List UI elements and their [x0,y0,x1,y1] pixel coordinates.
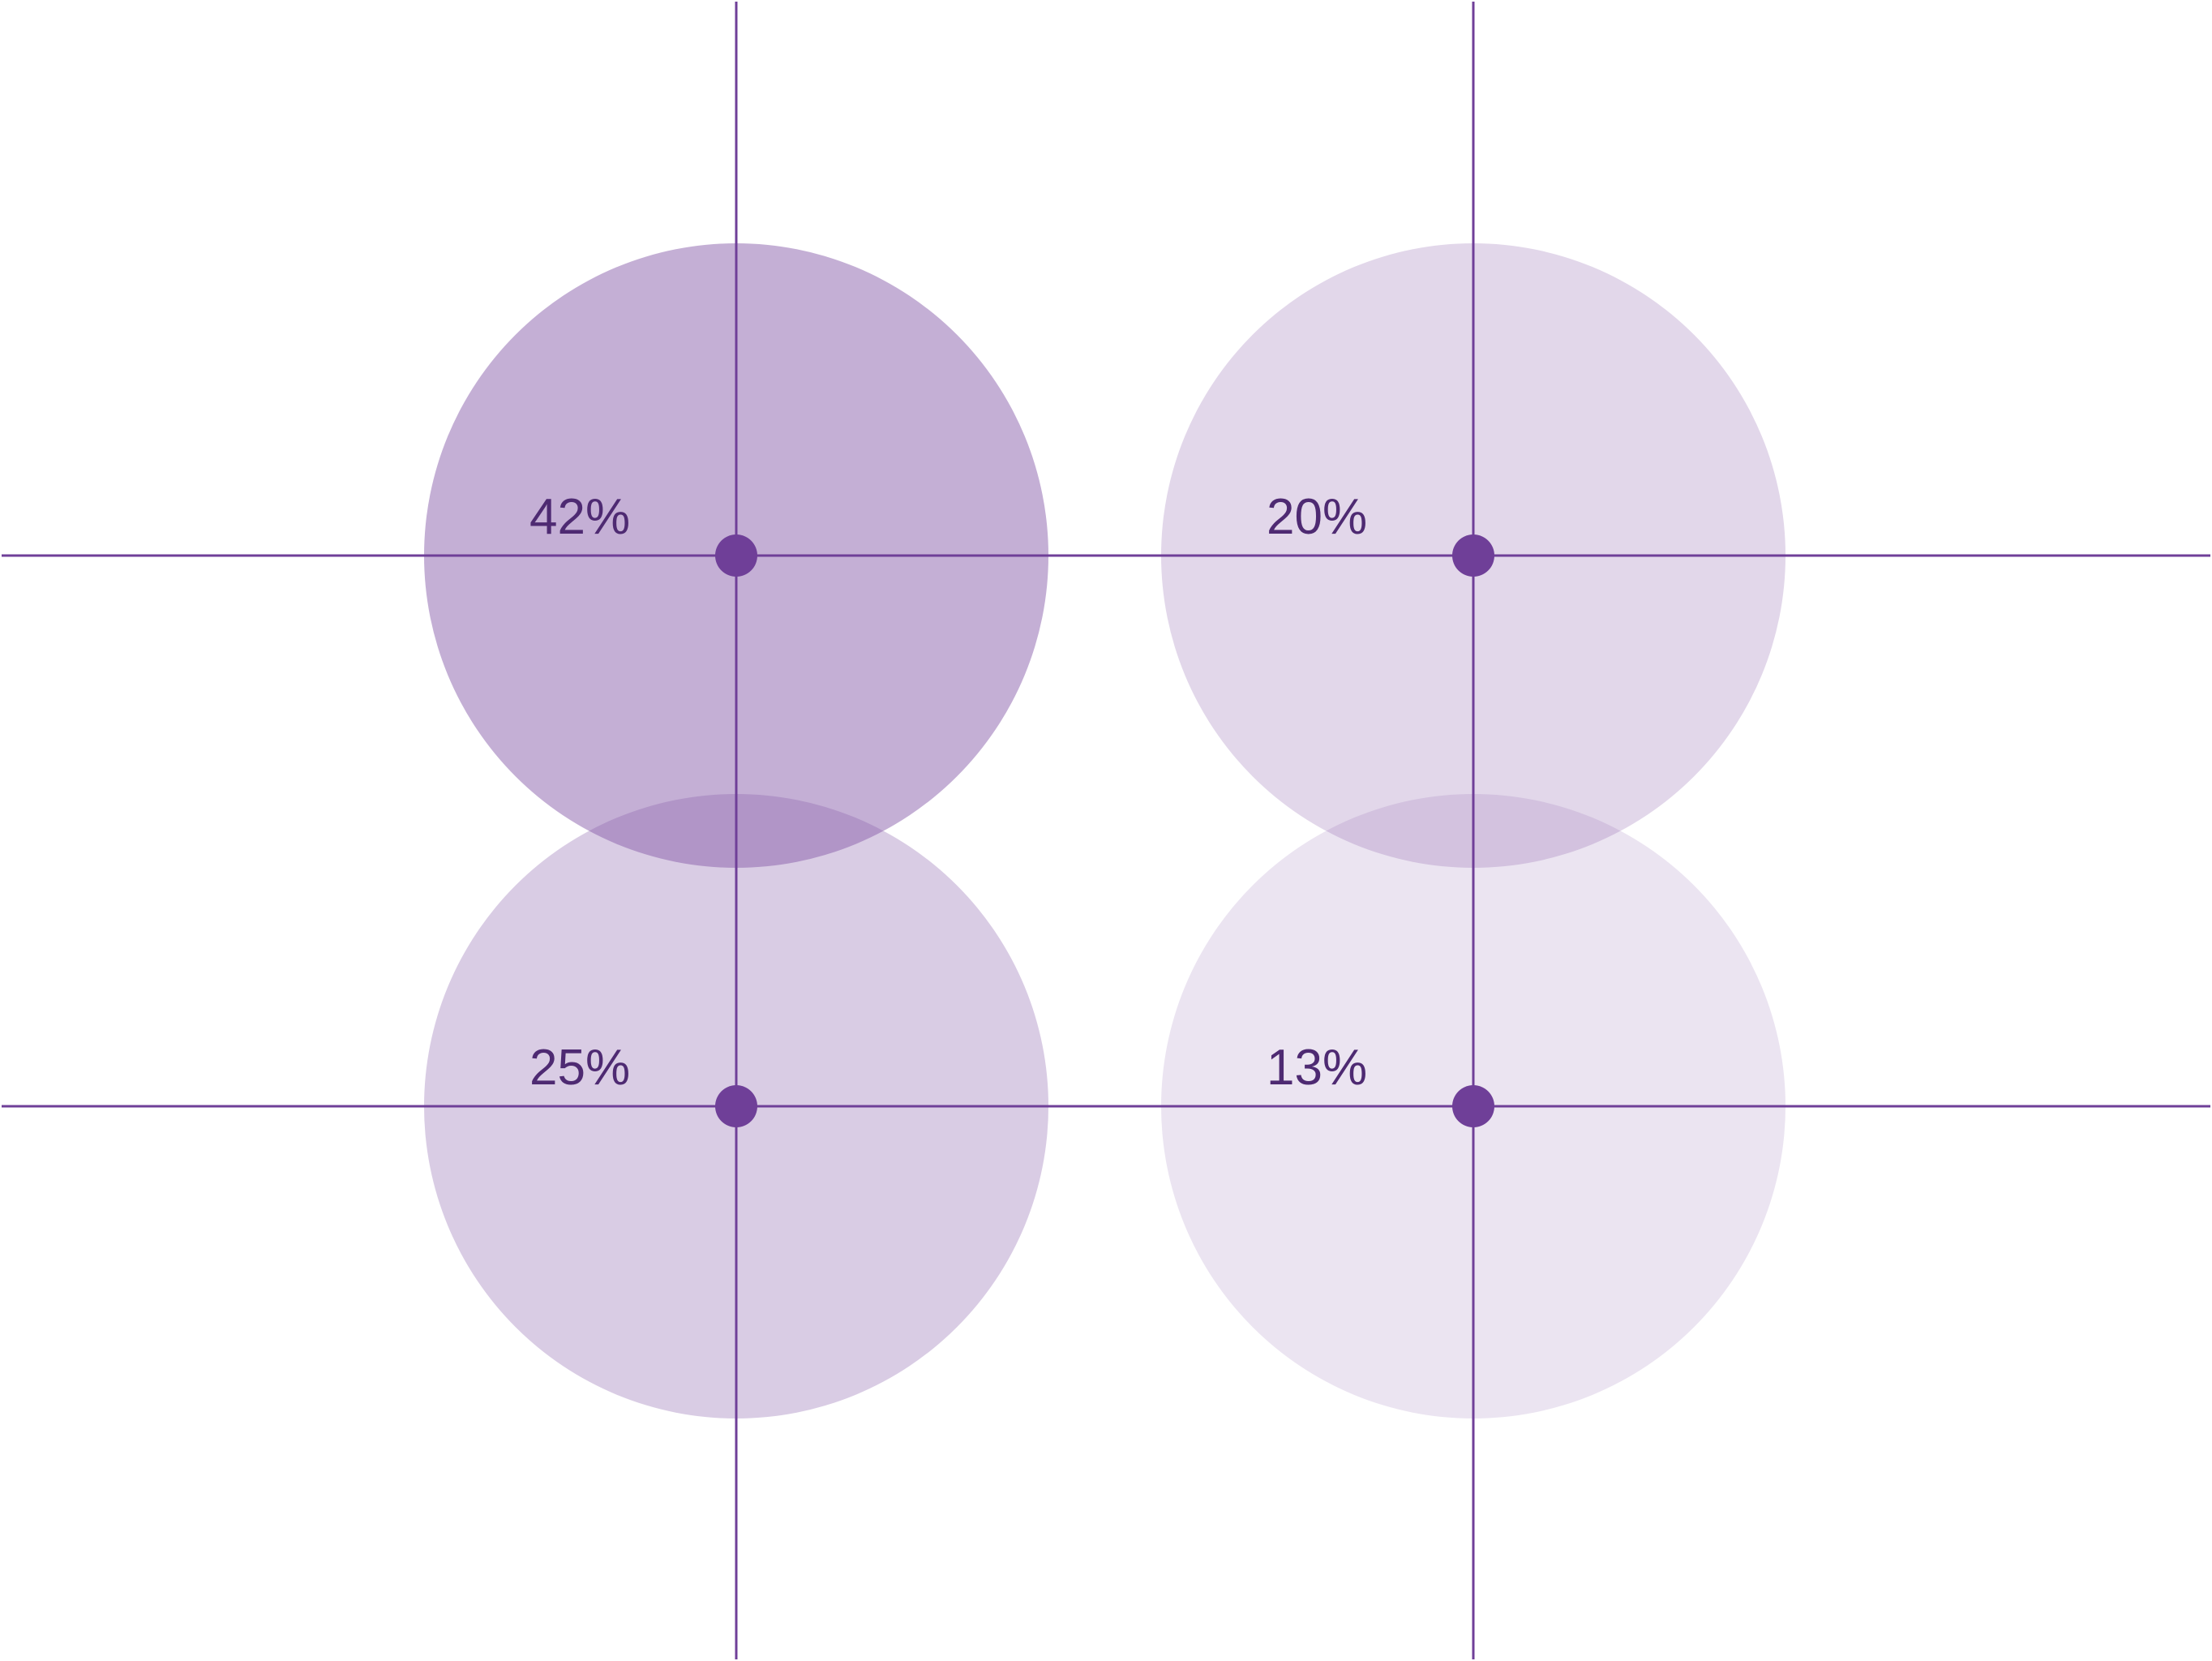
circles-layer [424,243,1785,1419]
percentage-label-25: 25% [529,1040,630,1096]
center-dot-20 [1452,534,1494,577]
percentage-label-20: 20% [1267,489,1367,545]
percentage-label-42: 42% [529,489,630,545]
center-dots-layer [715,534,1494,1127]
center-dot-42 [715,534,757,577]
center-dot-13 [1452,1085,1494,1127]
percentage-label-13: 13% [1267,1040,1367,1096]
center-dot-25 [715,1085,757,1127]
labels-layer: 42% 20% 25% 13% [529,489,1367,1096]
